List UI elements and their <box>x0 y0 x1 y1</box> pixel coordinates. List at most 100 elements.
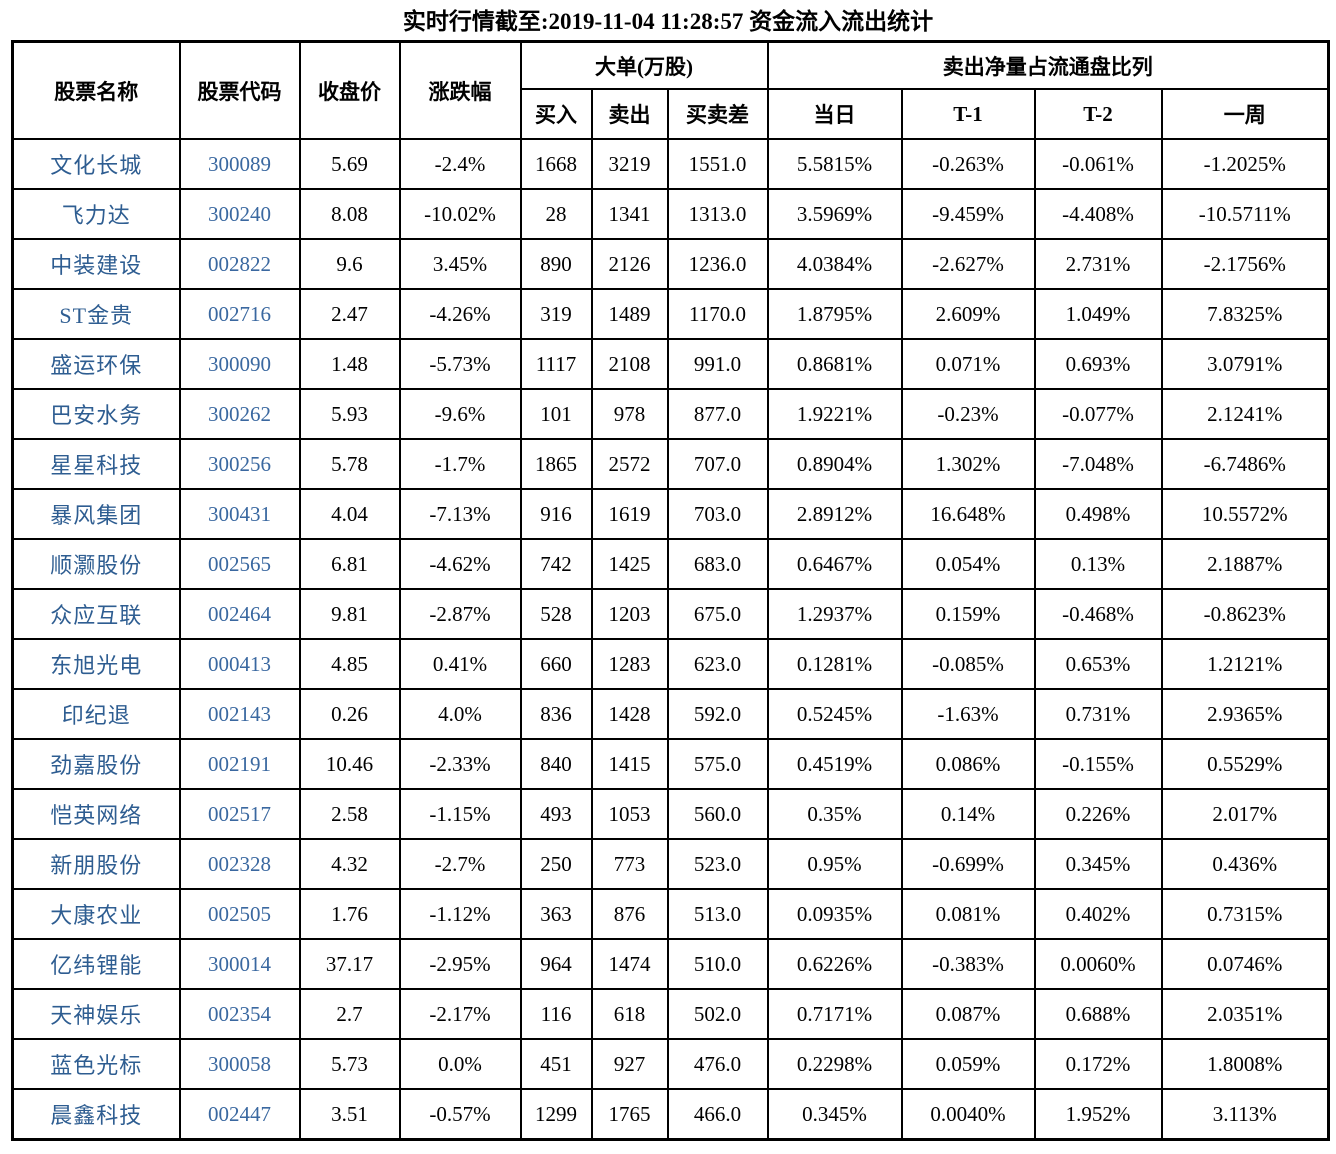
cell-stock-code: 002565 <box>178 538 301 590</box>
cell-week: -0.8623% <box>1160 588 1330 640</box>
cell-sell: 2126 <box>590 238 669 290</box>
cell-change-pct: 4.0% <box>398 688 522 740</box>
cell-buy-sell-diff: 1551.0 <box>666 138 769 190</box>
cell-week: 1.2121% <box>1160 638 1330 690</box>
cell-t1: 0.0040% <box>900 1088 1036 1141</box>
cell-sell: 1619 <box>590 488 669 540</box>
cell-stock-code: 300240 <box>178 188 301 240</box>
cell-t1: 0.087% <box>900 988 1036 1040</box>
cell-buy: 1668 <box>519 138 593 190</box>
table-row: ST金贵 002716 2.47 -4.26% 319 1489 1170.0 1.8795%… <box>11 288 1330 340</box>
cell-stock-name: 新朋股份 <box>11 838 181 890</box>
cell-buy-sell-diff: 675.0 <box>666 588 769 640</box>
cell-buy: 101 <box>519 388 593 440</box>
cell-buy-sell-diff: 703.0 <box>666 488 769 540</box>
cell-week: -1.2025% <box>1160 138 1330 190</box>
cell-t1: 16.648% <box>900 488 1036 540</box>
cell-buy: 528 <box>519 588 593 640</box>
table-row: 印纪退 002143 0.26 4.0% 836 1428 592.0 0.5245% -1.6… <box>11 688 1330 740</box>
cell-sell: 1428 <box>590 688 669 740</box>
cell-buy-sell-diff: 683.0 <box>666 538 769 590</box>
cell-stock-name: 劲嘉股份 <box>11 738 181 790</box>
col-header-sell: 卖出 <box>590 88 669 140</box>
table-row: 蓝色光标 300058 5.73 0.0% 451 927 476.0 0.2298% 0.05… <box>11 1038 1330 1090</box>
cell-week: 0.7315% <box>1160 888 1330 940</box>
cell-week: 7.8325% <box>1160 288 1330 340</box>
cell-day: 0.5245% <box>766 688 903 740</box>
cell-stock-name: 亿纬锂能 <box>11 938 181 990</box>
cell-day: 0.8904% <box>766 438 903 490</box>
cell-stock-name: 印纪退 <box>11 688 181 740</box>
col-header-day: 当日 <box>766 88 903 140</box>
table-row: 中装建设 002822 9.6 3.45% 890 2126 1236.0 4.0384% -2… <box>11 238 1330 290</box>
cell-t2: 0.731% <box>1033 688 1163 740</box>
cell-t2: 2.731% <box>1033 238 1163 290</box>
cell-sell: 1053 <box>590 788 669 840</box>
cell-stock-code: 002505 <box>178 888 301 940</box>
cell-week: 1.8008% <box>1160 1038 1330 1090</box>
cell-stock-code: 002328 <box>178 838 301 890</box>
cell-day: 1.9221% <box>766 388 903 440</box>
table-row: 巴安水务 300262 5.93 -9.6% 101 978 877.0 1.9221% -0.… <box>11 388 1330 440</box>
cell-t2: 0.688% <box>1033 988 1163 1040</box>
cell-stock-name: 盛运环保 <box>11 338 181 390</box>
cell-stock-name: 星星科技 <box>11 438 181 490</box>
cell-t1: -0.699% <box>900 838 1036 890</box>
cell-t1: -0.23% <box>900 388 1036 440</box>
cell-change-pct: -7.13% <box>398 488 522 540</box>
cell-sell: 1765 <box>590 1088 669 1141</box>
cell-t1: 2.609% <box>900 288 1036 340</box>
cell-sell: 1489 <box>590 288 669 340</box>
cell-close-price: 1.48 <box>298 338 401 390</box>
cell-t1: 0.054% <box>900 538 1036 590</box>
cell-close-price: 2.58 <box>298 788 401 840</box>
cell-sell: 1203 <box>590 588 669 640</box>
cell-t2: 0.13% <box>1033 538 1163 590</box>
cell-t2: 1.952% <box>1033 1088 1163 1141</box>
table-row: 众应互联 002464 9.81 -2.87% 528 1203 675.0 1.2937% 0… <box>11 588 1330 640</box>
table-row: 大康农业 002505 1.76 -1.12% 363 876 513.0 0.0935% 0.… <box>11 888 1330 940</box>
cell-t1: 0.071% <box>900 338 1036 390</box>
cell-day: 0.95% <box>766 838 903 890</box>
cell-stock-code: 300431 <box>178 488 301 540</box>
col-header-stock-code: 股票代码 <box>178 40 301 140</box>
cell-day: 3.5969% <box>766 188 903 240</box>
cell-sell: 2572 <box>590 438 669 490</box>
cell-day: 2.8912% <box>766 488 903 540</box>
cell-week: -6.7486% <box>1160 438 1330 490</box>
cell-stock-code: 002447 <box>178 1088 301 1141</box>
col-group-large-orders: 大单(万股) <box>519 40 769 90</box>
cell-stock-name: 飞力达 <box>11 188 181 240</box>
cell-close-price: 9.81 <box>298 588 401 640</box>
cell-t2: 1.049% <box>1033 288 1163 340</box>
cell-t2: 0.226% <box>1033 788 1163 840</box>
cell-buy: 363 <box>519 888 593 940</box>
cell-close-price: 6.81 <box>298 538 401 590</box>
cell-week: 10.5572% <box>1160 488 1330 540</box>
cell-close-price: 5.78 <box>298 438 401 490</box>
table-row: 文化长城 300089 5.69 -2.4% 1668 3219 1551.0 5.5815%… <box>11 138 1330 190</box>
cell-close-price: 5.69 <box>298 138 401 190</box>
cell-stock-code: 002716 <box>178 288 301 340</box>
cell-change-pct: 3.45% <box>398 238 522 290</box>
cell-sell: 1283 <box>590 638 669 690</box>
cell-t2: 0.402% <box>1033 888 1163 940</box>
cell-t1: -0.383% <box>900 938 1036 990</box>
cell-stock-code: 300058 <box>178 1038 301 1090</box>
cell-week: 2.1887% <box>1160 538 1330 590</box>
table-row: 新朋股份 002328 4.32 -2.7% 250 773 523.0 0.95% -0.69… <box>11 838 1330 890</box>
cell-stock-code: 002517 <box>178 788 301 840</box>
cell-week: -10.5711% <box>1160 188 1330 240</box>
cell-change-pct: 0.41% <box>398 638 522 690</box>
cell-sell: 1415 <box>590 738 669 790</box>
cell-t2: 0.653% <box>1033 638 1163 690</box>
cell-t1: 0.159% <box>900 588 1036 640</box>
cell-buy: 836 <box>519 688 593 740</box>
cell-sell: 1474 <box>590 938 669 990</box>
fund-flow-table: 股票名称 股票代码 收盘价 涨跌幅 大单(万股) 卖出净量占流通盘比列 买入 卖… <box>11 40 1331 1141</box>
page-title: 实时行情截至:2019-11-04 11:28:57 资金流入流出统计 <box>402 9 934 34</box>
cell-day: 1.8795% <box>766 288 903 340</box>
cell-stock-name: 顺灏股份 <box>11 538 181 590</box>
cell-stock-name: ST金贵 <box>11 288 181 340</box>
table-row: 东旭光电 000413 4.85 0.41% 660 1283 623.0 0.1281% -0… <box>11 638 1330 690</box>
